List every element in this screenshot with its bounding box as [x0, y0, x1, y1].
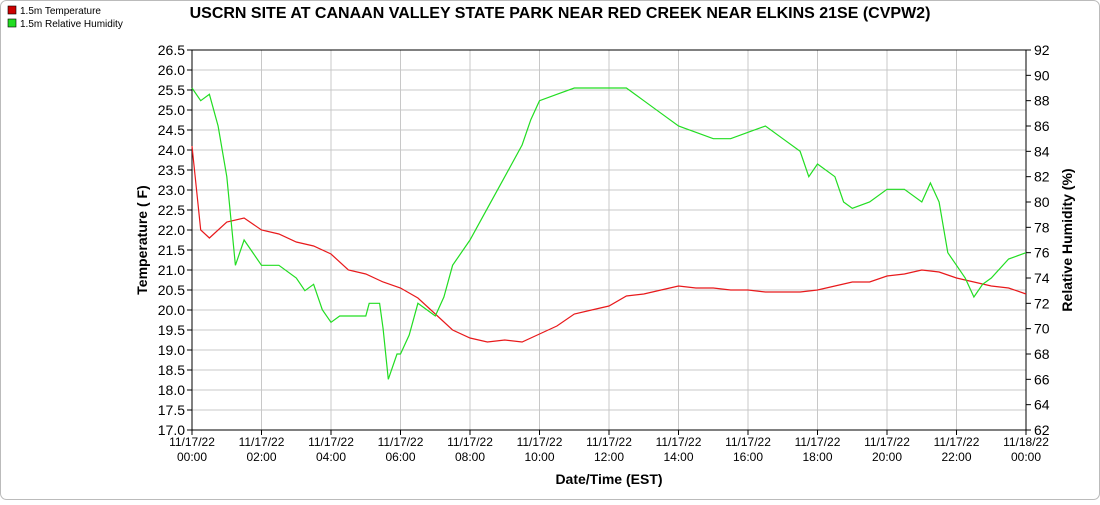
x-tick-label: 11/17/22: [586, 435, 632, 449]
x-tick-label: 18:00: [802, 450, 832, 464]
y-tick-label: 19.5: [158, 322, 185, 338]
y2-tick-label: 76: [1034, 245, 1050, 261]
x-tick-label: 11/17/22: [169, 435, 215, 449]
x-tick-label: 11/17/22: [725, 435, 771, 449]
legend-label: 1.5m Relative Humidity: [20, 19, 123, 30]
y-tick-label: 20.5: [158, 282, 185, 298]
legend-swatch: [7, 5, 17, 15]
y-tick-label: 22.5: [158, 202, 185, 218]
y-tick-label: 19.0: [158, 342, 185, 358]
legend-label: 1.5m Temperature: [20, 6, 101, 17]
x-tick-label: 22:00: [941, 450, 971, 464]
y-tick-label: 26.0: [158, 62, 185, 78]
y2-tick-label: 64: [1034, 397, 1050, 413]
x-tick-label: 08:00: [455, 450, 485, 464]
x-tick-label: 11/17/22: [517, 435, 563, 449]
x-tick-label: 11/17/22: [864, 435, 910, 449]
x-tick-label: 11/17/22: [656, 435, 702, 449]
y-tick-label: 24.5: [158, 122, 185, 138]
x-tick-label: 14:00: [663, 450, 693, 464]
y-tick-label: 21.5: [158, 242, 185, 258]
y-tick-label: 17.5: [158, 402, 185, 418]
chart-title: USCRN SITE AT CANAAN VALLEY STATE PARK N…: [190, 5, 931, 22]
x-axis-label: Date/Time (EST): [555, 471, 662, 487]
y-tick-label: 17.0: [158, 422, 185, 438]
y-tick-label: 26.5: [158, 42, 185, 58]
y-tick-label: 23.0: [158, 182, 185, 198]
y-tick-label: 18.5: [158, 362, 185, 378]
y-axis-label: Temperature ( F): [134, 185, 150, 294]
y-tick-label: 20.0: [158, 302, 185, 318]
y2-tick-label: 88: [1034, 93, 1050, 109]
y2-tick-label: 66: [1034, 371, 1050, 387]
plot-border: [191, 49, 1027, 431]
x-tick-label: 00:00: [1011, 450, 1041, 464]
x-tick-label: 11/17/22: [447, 435, 493, 449]
x-tick-label: 11/17/22: [378, 435, 424, 449]
y-tick-label: 21.0: [158, 262, 185, 278]
y2-tick-label: 80: [1034, 194, 1050, 210]
y-tick-label: 24.0: [158, 142, 185, 158]
y2-tick-label: 82: [1034, 169, 1050, 185]
y-tick-label: 23.5: [158, 162, 185, 178]
legend-swatch: [7, 18, 17, 28]
x-tick-label: 11/17/22: [795, 435, 841, 449]
y2-axis-label: Relative Humidity (%): [1059, 168, 1075, 311]
x-tick-label: 06:00: [385, 450, 415, 464]
y2-tick-label: 86: [1034, 118, 1050, 134]
x-tick-label: 04:00: [316, 450, 346, 464]
x-tick-label: 11/17/22: [239, 435, 285, 449]
y2-tick-label: 92: [1034, 42, 1050, 58]
y-tick-label: 18.0: [158, 382, 185, 398]
y-tick-label: 25.5: [158, 82, 185, 98]
x-tick-label: 00:00: [177, 450, 207, 464]
y2-tick-label: 74: [1034, 270, 1050, 286]
x-tick-label: 12:00: [594, 450, 624, 464]
y2-tick-label: 78: [1034, 219, 1050, 235]
y2-tick-label: 90: [1034, 67, 1050, 83]
x-tick-label: 11/17/22: [934, 435, 980, 449]
y2-tick-label: 72: [1034, 295, 1050, 311]
y2-tick-label: 62: [1034, 422, 1050, 438]
x-tick-label: 11/17/22: [308, 435, 354, 449]
y2-tick-label: 84: [1034, 143, 1050, 159]
x-tick-label: 16:00: [733, 450, 763, 464]
x-tick-label: 10:00: [524, 450, 554, 464]
y-tick-label: 22.0: [158, 222, 185, 238]
series-line: [191, 145, 1027, 343]
x-tick-label: 20:00: [872, 450, 902, 464]
series-line: [191, 87, 1027, 380]
y2-tick-label: 70: [1034, 321, 1050, 337]
x-tick-label: 11/18/22: [1003, 435, 1049, 449]
y-tick-label: 25.0: [158, 102, 185, 118]
y2-tick-label: 68: [1034, 346, 1050, 362]
x-tick-label: 02:00: [246, 450, 276, 464]
